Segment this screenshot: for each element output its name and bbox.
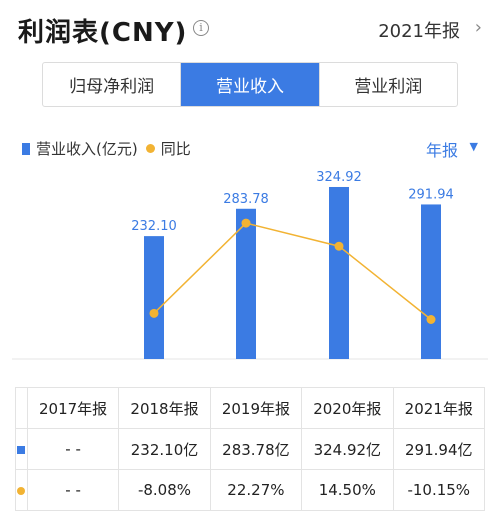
tab-revenue[interactable]: 营业收入: [181, 63, 320, 106]
bar-legend-swatch: [22, 142, 30, 155]
table-cell: 14.50%: [301, 469, 394, 511]
table-cell: -10.15%: [392, 469, 486, 511]
yoy-point-2018年报[interactable]: [149, 308, 159, 318]
yoy-point-2020年报[interactable]: [334, 241, 344, 251]
data-table: 2017年报 2018年报 2019年报 2020年报 2021年报 - - 2…: [15, 387, 486, 511]
line-legend-swatch: [145, 144, 155, 153]
info-icon[interactable]: i: [193, 20, 209, 36]
metric-tabs: 归母净利润 营业收入 营业利润: [42, 62, 458, 107]
header-cell-empty: [15, 387, 28, 429]
yoy-line: [153, 222, 432, 321]
bar-2020年报[interactable]: [329, 186, 349, 359]
table-cell: 22.27%: [209, 469, 303, 511]
chevron-right-icon[interactable]: ›: [474, 17, 482, 38]
bar-marker-icon: [17, 446, 26, 454]
table-row-revenue: - - 232.10亿 283.78亿 324.92亿 291.94亿: [15, 428, 486, 470]
yoy-point-2021年报[interactable]: [426, 315, 436, 324]
table-cell: 291.94亿: [392, 428, 486, 470]
chart-legend: 营业收入(亿元) 同比: [22, 138, 191, 159]
table-header-row: 2017年报 2018年报 2019年报 2020年报 2021年报: [15, 387, 486, 429]
header-cell: 2021年报: [392, 387, 486, 429]
annual-dropdown[interactable]: 年报: [425, 141, 458, 160]
bar-value-label: 324.92: [316, 170, 362, 185]
header-cell: 2019年报: [209, 387, 303, 429]
tab-net-profit[interactable]: 归母净利润: [43, 63, 182, 106]
table-cell: 232.10亿: [118, 428, 211, 470]
table-cell: 283.78亿: [209, 428, 303, 470]
table-cell: 324.92亿: [301, 428, 394, 470]
header-cell: 2018年报: [118, 387, 211, 429]
bar-2018年报[interactable]: [144, 236, 164, 359]
header-cell: 2017年报: [26, 387, 120, 429]
bar-value-label: 232.10: [131, 219, 177, 234]
bar-value-label: 291.94: [408, 187, 454, 202]
tab-operating-profit[interactable]: 营业利润: [354, 77, 423, 97]
page-title: 利润表(CNY): [18, 18, 188, 48]
bar-2021年报[interactable]: [421, 204, 441, 359]
table-row-yoy: - - -8.08% 22.27% 14.50% -10.15%: [15, 469, 486, 511]
table-cell: - -: [26, 469, 120, 511]
header: 利润表(CNY) i 2021年报 ›: [0, 0, 500, 58]
line-marker-icon: [17, 487, 26, 495]
yoy-point-2019年报[interactable]: [241, 218, 251, 228]
bar-value-label: 283.78: [223, 192, 269, 207]
period-selector[interactable]: 2021年报: [378, 21, 460, 42]
bar-2019年报[interactable]: [236, 208, 256, 359]
table-cell: - -: [26, 428, 120, 470]
yoy-row-marker: [15, 469, 28, 511]
legend-revenue-label: 营业收入(亿元): [36, 140, 138, 158]
caret-down-icon[interactable]: ▼: [469, 140, 478, 153]
legend-yoy-label: 同比: [160, 140, 191, 158]
table-cell: -8.08%: [118, 469, 211, 511]
revenue-chart: 232.10 283.78 324.92 291.94: [12, 170, 488, 360]
header-cell: 2020年报: [301, 387, 394, 429]
revenue-row-marker: [15, 428, 28, 470]
